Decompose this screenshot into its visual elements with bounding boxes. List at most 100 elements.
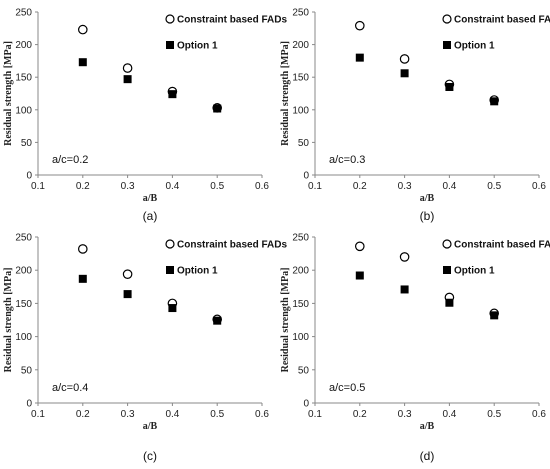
y-tick-label: 200 [15,266,32,277]
data-point-constraint-fad [122,269,133,279]
y-tick-label: 250 [292,233,309,244]
data-point-option-1 [355,271,364,280]
y-tick-label: 200 [15,40,32,51]
legend-label: Constraint based FADs [177,15,287,26]
x-tick-label: 0.5 [210,181,224,192]
aspect-ratio-annotation: a/c=0.2 [52,154,88,166]
data-point-constraint-fad [354,241,365,252]
chart-panel-4: 0 50 100 150 200 250 0.1 0.2 0.3 0.4 0.5 0.6 a/B Resi… [280,233,550,464]
x-tick-label: 0.4 [442,181,456,192]
x-tick-label: 0.6 [532,181,546,192]
aspect-ratio-annotation: a/c=0.4 [52,382,88,394]
y-axis-title: Residual strength [MPa] [280,268,291,373]
x-axis-title: a/B [420,193,435,204]
data-point-constraint-fad [444,79,455,90]
x-tick-label: 0.2 [76,181,90,192]
x-tick-label: 0.3 [121,409,135,420]
y-tick-label: 50 [298,138,310,149]
y-tick-label: 150 [15,73,32,84]
y-tick-label: 50 [21,365,33,376]
panel-label: (b) [420,209,435,223]
legend-marker-filled-square [443,41,451,49]
legend-marker-filled-square [443,266,451,274]
data-point-option-1 [123,290,132,299]
y-tick-label: 150 [15,299,32,310]
data-point-constraint-fad [399,252,410,262]
data-point-constraint-fad [354,20,365,31]
x-tick-label: 0.5 [487,409,501,420]
legend-marker-filled-square [166,266,174,274]
legend-marker-open-circle [442,239,452,249]
x-tick-label: 0.4 [165,181,179,192]
legend-label: Option 1 [177,41,218,52]
data-point-constraint-fad [122,63,133,73]
y-tick-label: 250 [15,8,32,19]
y-tick-label: 250 [292,8,309,19]
chart-panel-3: 0 50 100 150 200 250 0.1 0.2 0.3 0.4 0.5 0.6 a/B Resi… [3,233,287,464]
x-tick-label: 0.2 [353,409,367,420]
y-tick-label: 250 [15,233,32,244]
y-axis-title: Residual strength [MPa] [3,41,14,146]
x-tick-label: 0.3 [398,181,412,192]
data-point-option-1 [355,53,364,62]
y-tick-label: 50 [298,365,310,376]
x-tick-label: 0.3 [398,409,412,420]
legend-label: Option 1 [177,266,218,277]
y-tick-label: 100 [15,332,32,343]
aspect-ratio-annotation: a/c=0.5 [329,382,365,394]
x-tick-label: 0.1 [31,181,45,192]
y-tick-label: 150 [292,299,309,310]
x-tick-label: 0.6 [255,181,269,192]
y-tick-label: 100 [292,105,309,116]
x-axis-title: a/B [420,421,435,432]
panel-label: (c) [143,449,157,463]
data-point-constraint-fad [167,86,178,97]
legend-label: Constraint based FADs [454,15,550,26]
x-tick-label: 0.2 [353,181,367,192]
aspect-ratio-annotation: a/c=0.3 [329,154,365,166]
y-tick-label: 150 [292,73,309,84]
data-point-option-1 [400,285,409,294]
panel-label: (a) [143,209,158,223]
x-axis-title: a/B [143,421,158,432]
y-tick-label: 50 [21,138,33,149]
data-point-constraint-fad [212,314,222,325]
chart-panel-2: 0 50 100 150 200 250 0.1 0.2 0.3 0.4 0.5 0.6 a/B Resi… [280,8,550,224]
data-point-constraint-fad [212,103,222,113]
data-point-constraint-fad [78,244,88,254]
data-point-option-1 [78,58,87,67]
data-point-constraint-fad [489,95,499,105]
y-tick-label: 100 [292,332,309,343]
data-point-constraint-fad [489,308,499,319]
x-tick-label: 0.1 [308,409,322,420]
legend-label: Option 1 [454,41,495,52]
y-tick-label: 0 [303,171,309,182]
x-axis-title: a/B [143,193,158,204]
data-point-option-1 [213,104,222,113]
legend-label: Constraint based FADs [454,240,550,251]
legend-marker-filled-square [166,41,174,49]
data-point-option-1 [445,82,454,91]
data-point-option-1 [490,311,499,320]
legend-marker-open-circle [442,14,452,24]
legend-label: Option 1 [454,266,495,277]
data-point-option-1 [123,75,132,84]
data-point-constraint-fad [167,298,178,309]
y-axis-title: Residual strength [MPa] [280,41,291,146]
y-tick-label: 0 [26,399,32,410]
x-tick-label: 0.6 [532,409,546,420]
data-point-option-1 [168,90,177,99]
y-tick-label: 200 [292,266,309,277]
data-point-constraint-fad [78,24,88,35]
y-tick-label: 0 [303,399,309,410]
data-point-constraint-fad [399,54,410,64]
data-point-option-1 [78,274,87,283]
data-point-option-1 [400,69,409,78]
data-point-option-1 [213,316,222,325]
x-tick-label: 0.1 [31,409,45,420]
data-point-option-1 [490,97,499,106]
x-tick-label: 0.1 [308,181,322,192]
legend-marker-open-circle [165,239,175,249]
y-tick-label: 100 [15,105,32,116]
